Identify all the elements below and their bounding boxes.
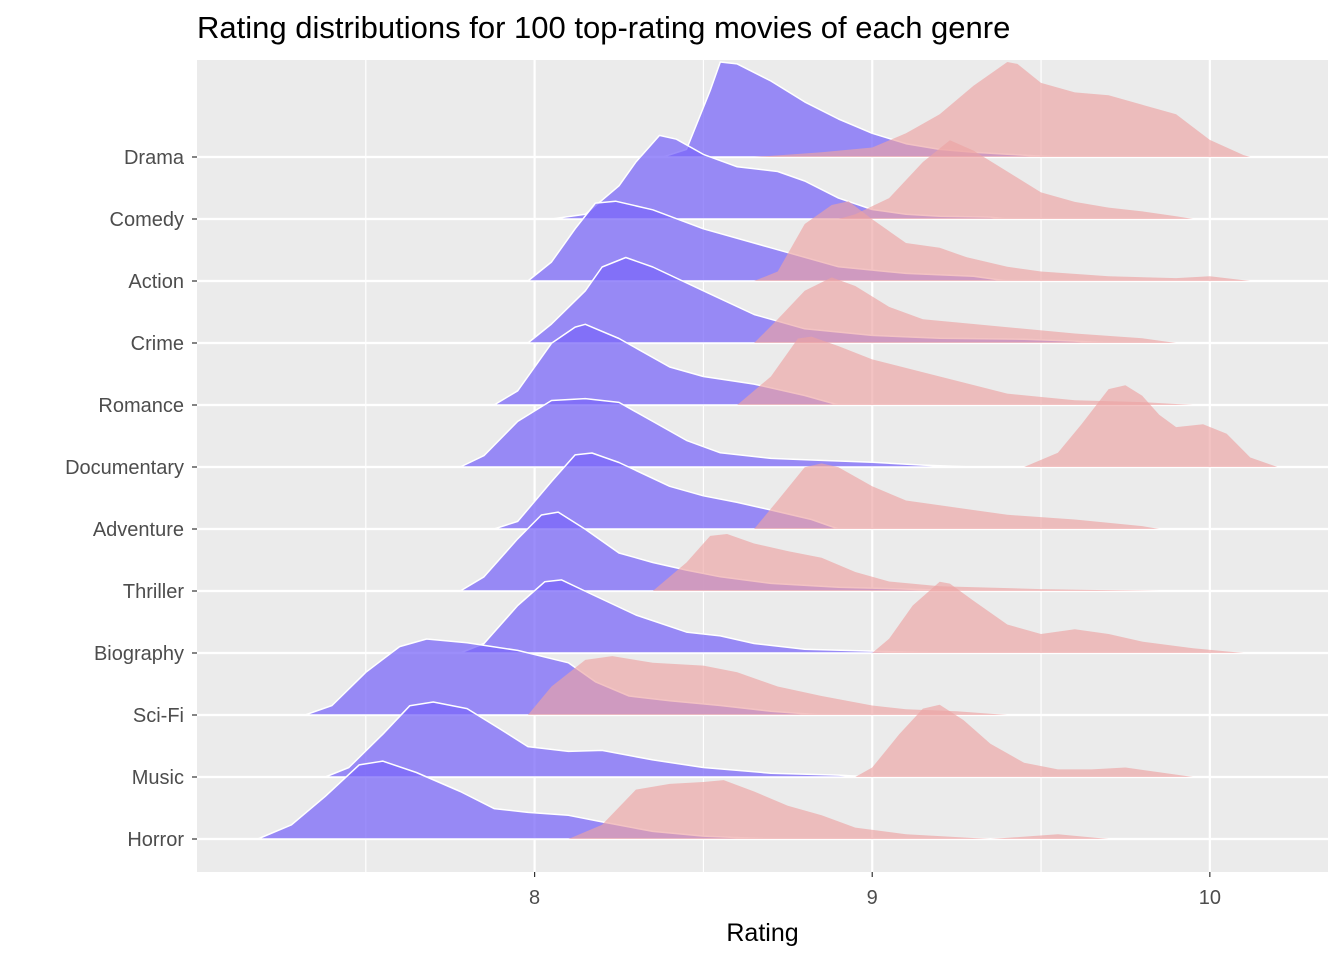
ridge-blue-music [324,701,873,778]
y-tick-label: Adventure [93,519,184,541]
y-tick-label: Biography [94,643,184,665]
y-tick-label: Romance [98,395,184,417]
y-tick-label: Documentary [65,457,184,479]
y-tick-label: Action [128,271,184,293]
ridge-red-comedy [838,140,1193,219]
x-tick-label: 10 [1199,887,1221,909]
y-tick-label: Crime [131,333,184,355]
x-axis-title: Rating [726,919,798,947]
y-tick-label: Sci-Fi [133,705,184,727]
ridge-blue-biography [459,579,941,654]
ridge-red-crime [754,277,1177,343]
x-tick-label: 9 [867,887,878,909]
ridge-red-documentary [1024,385,1278,467]
ridge-red-drama [754,62,1251,157]
y-tick-label: Comedy [110,209,184,231]
ridge-red-thriller [652,534,1160,591]
y-tick-label: Drama [124,147,185,169]
y-tick-label: Thriller [123,581,184,603]
ridge-red-scifi [527,656,1008,715]
ridge-blue-documentary [459,397,975,468]
y-tick-label: Music [132,767,184,789]
ridge-red-horror [568,780,1109,839]
y-tick-label: Horror [127,829,184,851]
ridge-red-music [855,704,1193,777]
ridge-red-adventure [754,463,1160,529]
ridge-red-romance [737,336,1193,405]
chart-title: Rating distributions for 100 top-rating … [197,10,1011,45]
ridge-red-biography [872,581,1244,653]
ridge-red-action [754,201,1251,281]
x-tick-label: 8 [529,887,540,909]
